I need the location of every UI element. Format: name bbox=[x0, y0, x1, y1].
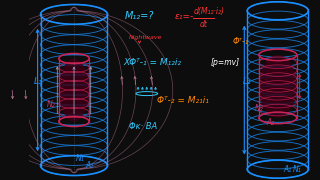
Text: dt: dt bbox=[199, 20, 207, 29]
Text: [p=mv]: [p=mv] bbox=[211, 58, 240, 67]
Ellipse shape bbox=[59, 58, 89, 122]
Text: XΦᵀ-₁ = M₁₂i₂: XΦᵀ-₁ = M₁₂i₂ bbox=[124, 58, 181, 67]
Text: Φᴋ· BA: Φᴋ· BA bbox=[129, 122, 157, 131]
Text: ε₁=-: ε₁=- bbox=[174, 12, 194, 21]
Ellipse shape bbox=[259, 55, 297, 118]
Text: N₁: N₁ bbox=[292, 165, 301, 174]
Text: d(M₁₂·i₂): d(M₁₂·i₂) bbox=[193, 7, 224, 16]
Text: Nightwave: Nightwave bbox=[129, 35, 163, 40]
Text: L₁: L₁ bbox=[34, 76, 43, 86]
Text: M₁₂=?: M₁₂=? bbox=[125, 11, 154, 21]
Text: N₁: N₁ bbox=[76, 154, 84, 163]
Text: A₁: A₁ bbox=[86, 161, 94, 170]
Text: N₂: N₂ bbox=[46, 100, 55, 109]
Text: Φᵀ-₂ = M₂₁i₁: Φᵀ-₂ = M₂₁i₁ bbox=[157, 96, 209, 105]
Text: A₂: A₂ bbox=[266, 118, 274, 127]
Text: L₁: L₁ bbox=[243, 76, 252, 86]
Text: N₂: N₂ bbox=[254, 103, 263, 112]
Text: A₁: A₁ bbox=[284, 165, 292, 174]
Text: Φᵀ-₁: Φᵀ-₁ bbox=[233, 37, 249, 46]
